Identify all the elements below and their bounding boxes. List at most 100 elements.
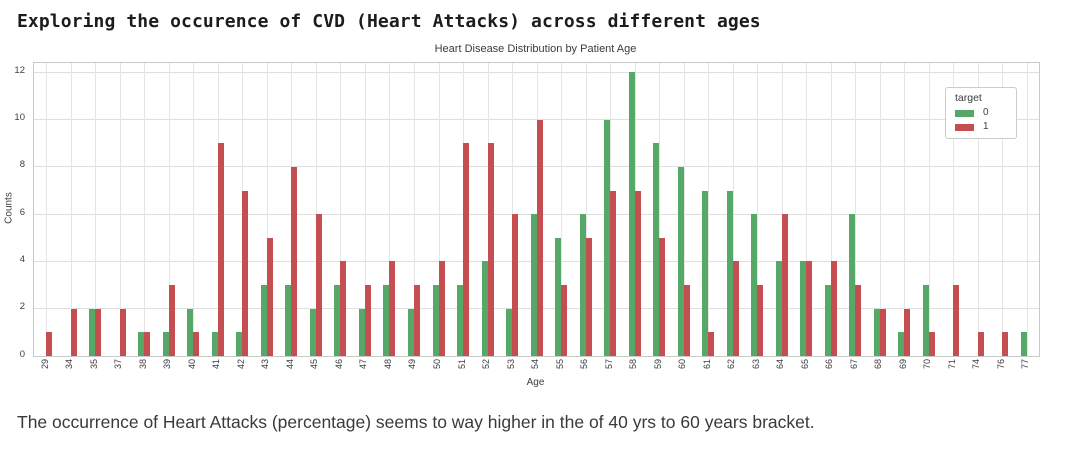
bar-age-77-target-0 (1020, 332, 1027, 356)
age-column-41 (206, 63, 231, 356)
age-column-34 (59, 63, 84, 356)
x-gridline (904, 63, 906, 356)
x-tick-label: 76 (995, 359, 1006, 370)
page-title: Exploring the occurence of CVD (Heart At… (17, 11, 761, 32)
bar-age-70-target-0 (922, 285, 929, 356)
x-gridline (193, 63, 195, 356)
x-tick-label: 58 (628, 359, 639, 370)
x-tick-66: 66 (818, 359, 843, 369)
bar-age-34-target-1 (70, 308, 77, 356)
bar-age-50-target-1 (438, 261, 445, 356)
x-tick-65: 65 (793, 359, 818, 369)
bar-age-52-target-1 (487, 143, 494, 356)
x-gridline (708, 63, 710, 356)
bar-age-59-target-1 (659, 237, 666, 356)
age-column-77 (1015, 63, 1040, 356)
age-column-66 (819, 63, 844, 356)
x-tick-39: 39 (156, 359, 181, 369)
x-tick-43: 43 (254, 359, 279, 369)
age-column-67 (843, 63, 868, 356)
y-tick-label: 12 (14, 64, 25, 76)
x-gridline (977, 63, 979, 356)
legend-item-label: 0 (983, 107, 989, 118)
age-column-71 (941, 63, 966, 356)
bar-age-65-target-1 (806, 261, 813, 356)
bar-age-55-target-1 (561, 285, 568, 356)
x-gridline (1026, 63, 1028, 356)
x-tick-label: 48 (382, 359, 393, 370)
bar-age-53-target-1 (512, 214, 519, 356)
x-tick-label: 44 (284, 359, 295, 370)
age-column-54 (524, 63, 549, 356)
x-gridline (830, 63, 832, 356)
bar-age-43-target-1 (266, 237, 273, 356)
bar-age-60-target-0 (677, 166, 684, 356)
legend-swatch-1 (955, 123, 974, 131)
x-gridline (732, 63, 734, 356)
x-tick-50: 50 (425, 359, 450, 369)
bar-age-47-target-0 (358, 308, 365, 356)
age-column-61 (696, 63, 721, 356)
y-gridline (34, 71, 1039, 73)
y-tick-label: 0 (19, 348, 25, 360)
legend-item-label: 1 (983, 121, 989, 132)
x-tick-label: 63 (750, 359, 761, 370)
bar-age-69-target-1 (904, 308, 911, 356)
age-column-70 (917, 63, 942, 356)
bar-age-57-target-1 (610, 190, 617, 356)
x-tick-label: 71 (946, 359, 957, 370)
x-gridline (806, 63, 808, 356)
bar-age-49-target-0 (407, 308, 414, 356)
bar-age-45-target-0 (309, 308, 316, 356)
age-column-35 (83, 63, 108, 356)
bar-columns (34, 63, 1039, 356)
bar-age-39-target-0 (162, 332, 169, 356)
bar-age-74-target-1 (977, 332, 984, 356)
bar-age-60-target-1 (683, 285, 690, 356)
x-tick-61: 61 (695, 359, 720, 369)
bar-age-47-target-1 (364, 285, 371, 356)
bar-age-67-target-1 (855, 285, 862, 356)
y-tick-label: 8 (19, 159, 25, 171)
age-column-50 (426, 63, 451, 356)
y-gridline (34, 166, 1039, 168)
x-tick-label: 54 (530, 359, 541, 370)
x-gridline (315, 63, 317, 356)
x-tick-label: 59 (652, 359, 663, 370)
age-column-58 (622, 63, 647, 356)
bar-age-39-target-1 (168, 285, 175, 356)
chart-title: Heart Disease Distribution by Patient Ag… (434, 43, 637, 55)
x-tick-29: 29 (33, 359, 58, 369)
bar-age-42-target-0 (236, 332, 243, 356)
age-column-40 (181, 63, 206, 356)
x-tick-34: 34 (58, 359, 83, 369)
legend-item-1: 1 (955, 122, 1007, 132)
bar-age-52-target-0 (481, 261, 488, 356)
age-column-47 (353, 63, 378, 356)
age-column-45 (304, 63, 329, 356)
age-column-38 (132, 63, 157, 356)
age-column-69 (892, 63, 917, 356)
y-axis-ticks: 0 2 4 6 8 10 12 (0, 62, 28, 359)
x-tick-label: 66 (824, 359, 835, 370)
x-tick-label: 53 (505, 359, 516, 370)
bar-age-76-target-1 (1002, 332, 1009, 356)
y-tick-label: 4 (19, 253, 25, 265)
bar-age-58-target-1 (634, 190, 641, 356)
y-gridline (34, 119, 1039, 121)
x-gridline (585, 63, 587, 356)
y-tick-label: 2 (19, 301, 25, 313)
x-tick-label: 38 (137, 359, 148, 370)
age-column-53 (500, 63, 525, 356)
x-tick-label: 69 (897, 359, 908, 370)
age-column-76 (990, 63, 1015, 356)
x-tick-51: 51 (450, 359, 475, 369)
x-tick-label: 35 (88, 359, 99, 370)
bar-age-37-target-1 (119, 308, 126, 356)
x-gridline (855, 63, 857, 356)
age-column-55 (549, 63, 574, 356)
x-tick-label: 55 (554, 359, 565, 370)
age-column-65 (794, 63, 819, 356)
x-tick-69: 69 (891, 359, 916, 369)
x-tick-label: 60 (677, 359, 688, 370)
